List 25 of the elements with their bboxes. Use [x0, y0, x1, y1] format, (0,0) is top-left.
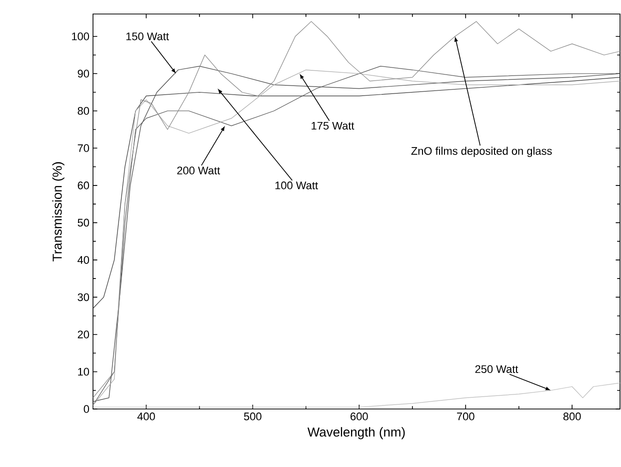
y-tick-label: 90: [78, 70, 90, 78]
annotation: 150 Watt: [126, 32, 169, 40]
y-axis-title: Transmission (%): [52, 162, 64, 262]
x-axis-title: Wavelength (nm): [308, 427, 405, 440]
line-series: [92, 382, 620, 408]
y-tick-label: 40: [78, 256, 90, 264]
annotation: ZnO films deposited on glass: [411, 146, 552, 157]
y-tick-label: 100: [72, 32, 90, 40]
y-tick-label: 20: [78, 330, 90, 338]
x-tick-label: 600: [350, 412, 368, 420]
x-tick-label: 800: [563, 412, 581, 420]
x-tick-label: 500: [244, 412, 262, 420]
x-tick-label: 400: [137, 412, 155, 420]
annotation: 175 Watt: [312, 122, 354, 130]
y-tick-label: 60: [78, 182, 90, 190]
y-tick-label: 70: [78, 144, 90, 152]
y-tick-label: 10: [78, 368, 90, 376]
annotation: 200 Watt: [177, 166, 220, 174]
x-tick-label: 700: [457, 412, 474, 420]
y-tick-label: 30: [78, 293, 90, 302]
y-tick-label: 80: [78, 107, 90, 115]
y-tick-label: 50: [78, 218, 90, 227]
annotation: 100 Watt: [275, 182, 318, 190]
y-tick-label: 0: [84, 405, 90, 413]
annotation: 250 Watt: [475, 365, 518, 374]
